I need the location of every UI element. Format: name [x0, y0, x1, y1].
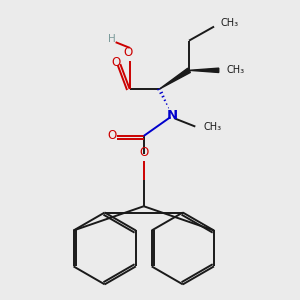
Polygon shape	[159, 68, 190, 89]
Text: O: O	[124, 46, 133, 59]
Text: CH₃: CH₃	[221, 18, 239, 28]
Text: H: H	[108, 34, 116, 44]
Text: CH₃: CH₃	[226, 65, 245, 75]
Text: O: O	[107, 129, 116, 142]
Text: O: O	[139, 146, 148, 159]
Text: N: N	[166, 109, 177, 122]
Text: O: O	[111, 56, 120, 69]
Polygon shape	[189, 68, 219, 73]
Text: CH₃: CH₃	[203, 122, 221, 132]
